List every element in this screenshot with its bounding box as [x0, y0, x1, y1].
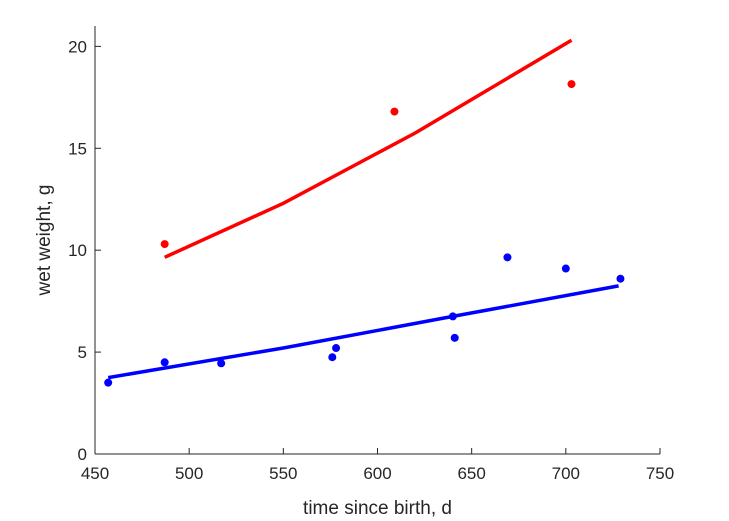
- x-axis-label: time since birth, d: [303, 498, 452, 519]
- data-point-series-1: [332, 344, 341, 353]
- y-tick-label: 5: [78, 343, 87, 362]
- x-tick-label: 550: [269, 464, 297, 483]
- data-point-series-1: [448, 312, 457, 321]
- x-tick-label: 700: [552, 464, 580, 483]
- x-tick-label: 750: [646, 464, 674, 483]
- data-point-series-1: [616, 274, 625, 283]
- x-tick-label: 500: [175, 464, 203, 483]
- axes: 450 500 550 600 650 700 750 0 5 10 15 20: [68, 26, 674, 483]
- data-point-series-1: [503, 253, 512, 262]
- y-tick-label: 20: [68, 37, 87, 56]
- y-axis-label: wet weight, g: [34, 185, 55, 297]
- x-tick-label: 600: [363, 464, 391, 483]
- y-tick-label: 15: [68, 139, 87, 158]
- fit-lines: [107, 38, 619, 380]
- x-tick-label: 650: [457, 464, 485, 483]
- data-points: [104, 80, 625, 387]
- fit-line-series-2: [163, 38, 573, 259]
- data-point-series-1: [217, 359, 226, 368]
- y-tick-label: 10: [68, 241, 87, 260]
- data-point-series-1: [561, 264, 570, 273]
- y-tick-label: 0: [78, 445, 87, 464]
- data-point-series-1: [450, 333, 459, 342]
- data-point-series-2: [567, 80, 576, 89]
- fit-line-series-1: [107, 284, 619, 380]
- data-point-series-1: [328, 353, 337, 362]
- data-point-series-1: [160, 358, 169, 367]
- data-point-series-1: [104, 378, 113, 387]
- x-tick-label: 450: [81, 464, 109, 483]
- data-point-series-2: [390, 107, 399, 116]
- data-point-series-2: [160, 240, 169, 249]
